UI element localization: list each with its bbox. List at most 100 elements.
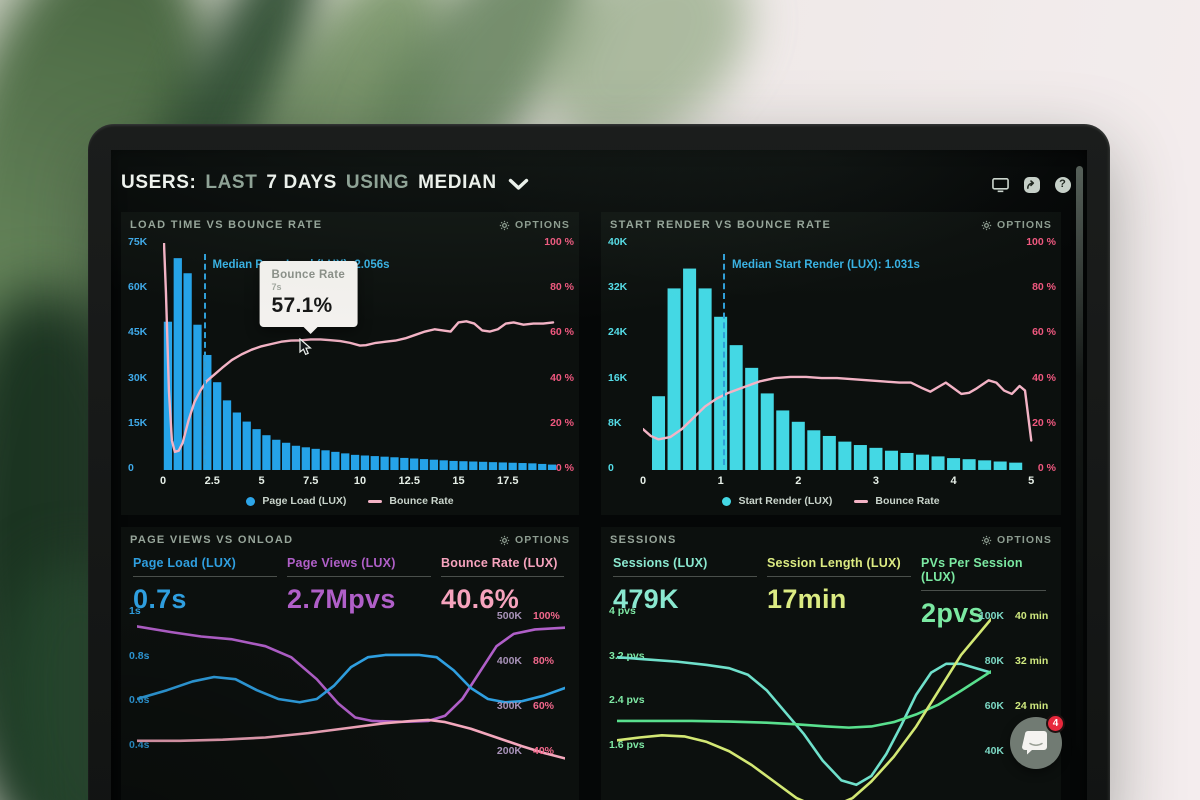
- axis-tick: 1s: [129, 605, 141, 617]
- x-tick: 4: [950, 475, 957, 487]
- metrics-row: Page Load (LUX) 0.7s Page Views (LUX) 2.…: [133, 556, 573, 615]
- axis-tick: 8K: [608, 416, 622, 429]
- y-axis-right-row: 200K 40%: [490, 745, 575, 757]
- axis-tick: 80 %: [1032, 281, 1056, 294]
- axis-tick: 20 %: [550, 416, 574, 429]
- axis-tick: 80%: [533, 655, 555, 667]
- axis-tick: 0.8s: [129, 649, 150, 662]
- x-tick: 5: [258, 475, 265, 487]
- chat-unread-badge: 4: [1046, 714, 1065, 733]
- x-tick: 5: [1028, 475, 1035, 487]
- chart-plot[interactable]: [137, 600, 565, 800]
- options-button[interactable]: OPTIONS: [981, 534, 1052, 546]
- legend-item[interactable]: Page Load (LUX): [246, 495, 346, 507]
- panel-title: PAGE VIEWS VS ONLOAD: [130, 534, 294, 546]
- y-axis-right-row: 500K 100%: [490, 610, 575, 622]
- title-word: MEDIAN: [418, 172, 497, 193]
- metric: Session Length (LUX) 17min: [767, 556, 920, 629]
- axis-tick: 75K: [128, 236, 148, 248]
- scrollbar[interactable]: [1076, 166, 1083, 766]
- help-icon[interactable]: ?: [1054, 176, 1071, 193]
- chat-widget-button[interactable]: 4: [1010, 714, 1065, 769]
- axis-tick: 24 min: [1015, 700, 1049, 712]
- legend-swatch: [246, 496, 256, 506]
- title-word: USING: [345, 172, 410, 193]
- gear-icon: [981, 220, 992, 230]
- legend-swatch: [854, 499, 869, 503]
- legend-item[interactable]: Start Render (LUX): [722, 495, 832, 507]
- axis-tick: 300K: [496, 700, 522, 712]
- chevron-down-icon: [508, 178, 528, 190]
- metric: Sessions (LUX) 479K: [613, 556, 766, 629]
- axis-tick: 100%: [533, 610, 560, 622]
- y-axis-right-row: 40K: [972, 745, 1057, 757]
- metric: Page Views (LUX) 2.7Mpvs: [287, 556, 440, 615]
- median-line: [723, 254, 726, 466]
- axis-tick: 60K: [984, 700, 1004, 712]
- options-button[interactable]: OPTIONS: [981, 219, 1052, 231]
- x-tick: 0: [159, 475, 167, 487]
- gear-icon: [499, 535, 510, 545]
- metric: Bounce Rate (LUX) 40.6%: [441, 556, 572, 615]
- axis-tick: 40K: [608, 236, 628, 248]
- metric: PVs Per Session (LUX) 2pvs: [921, 556, 1054, 629]
- share-icon[interactable]: [1023, 176, 1040, 193]
- title-word: USERS:: [121, 172, 197, 193]
- chart-svg: [617, 600, 991, 800]
- metrics-row: Sessions (LUX) 479K Session Length (LUX)…: [613, 556, 1055, 629]
- dashboard-screen: USERS: LAST 7 DAYS USING MEDIAN ? LOAD TIME …: [111, 150, 1087, 800]
- chat-bubble-icon: [1022, 730, 1047, 754]
- options-button[interactable]: OPTIONS: [499, 534, 570, 546]
- chart-plot[interactable]: Median Start Render (LUX): 1.031s: [643, 243, 1039, 470]
- axis-tick: 16K: [608, 371, 628, 384]
- y-axis-right: 100 % 80 % 60 % 40 % 20 % 0 %: [1026, 236, 1056, 474]
- axis-tick: 24K: [608, 326, 628, 339]
- chart-svg: [163, 243, 557, 470]
- x-tick: 0: [639, 475, 647, 487]
- x-tick: 3: [872, 475, 879, 487]
- legend: Start Render (LUX) Bounce Rate: [601, 495, 1061, 507]
- axis-tick: 100 %: [544, 236, 574, 248]
- legend-item[interactable]: Bounce Rate: [368, 495, 454, 507]
- legend-swatch: [722, 496, 732, 506]
- report-title-dropdown[interactable]: USERS: LAST 7 DAYS USING MEDIAN: [121, 172, 529, 194]
- axis-tick: 0 %: [555, 461, 574, 474]
- y-axis-left: 40K 32K 24K 16K 8K 0: [608, 236, 627, 474]
- axis-tick: 2.4 pvs: [609, 694, 645, 707]
- y-axis-right: 100K 40 min 80K 32 min 60K 24 min 40K: [972, 610, 1057, 757]
- chart-plot[interactable]: Median Page Load (LUX): 2.056s Bounce Ra…: [163, 243, 557, 470]
- panel-title: START RENDER VS BOUNCE RATE: [610, 219, 832, 231]
- axis-tick: 60%: [533, 700, 555, 712]
- panel-title: SESSIONS: [610, 534, 677, 546]
- axis-tick: 200K: [496, 745, 522, 757]
- chart-svg: [137, 600, 565, 800]
- axis-tick: 100 %: [1026, 236, 1056, 248]
- laptop-frame: USERS: LAST 7 DAYS USING MEDIAN ? LOAD TIME …: [88, 124, 1110, 800]
- axis-tick: 60 %: [550, 326, 574, 339]
- x-tick: 15: [452, 475, 465, 487]
- axis-tick: 0 %: [1037, 461, 1056, 474]
- options-button[interactable]: OPTIONS: [499, 219, 570, 231]
- axis-tick: 30K: [128, 371, 148, 384]
- legend-label: Bounce Rate: [875, 495, 940, 507]
- panel-page-views-vs-onload: PAGE VIEWS VS ONLOAD OPTIONS Page Load (…: [121, 527, 579, 800]
- y-axis-right-row: 60K 24 min: [972, 700, 1057, 712]
- chart-plot[interactable]: [617, 600, 991, 800]
- tooltip: Bounce Rate 7s 57.1%: [259, 260, 359, 334]
- x-tick: 17.5: [497, 475, 519, 487]
- axis-tick: 40 %: [550, 371, 574, 384]
- x-tick: 10: [353, 475, 367, 487]
- axis-tick: 40%: [533, 745, 555, 757]
- title-word: 7 DAYS: [266, 172, 337, 193]
- display-icon[interactable]: [992, 176, 1009, 193]
- axis-tick: 40K: [984, 745, 1004, 757]
- legend-swatch: [368, 499, 383, 503]
- axis-tick: 20 %: [1032, 416, 1056, 429]
- legend-item[interactable]: Bounce Rate: [854, 495, 940, 507]
- axis-tick: 4 pvs: [609, 605, 636, 617]
- y-axis-right-row: 100K 40 min: [972, 610, 1057, 622]
- mouse-cursor-icon: [299, 338, 312, 356]
- legend-label: Start Render (LUX): [738, 495, 833, 507]
- y-axis-right-row: 80K 32 min: [972, 655, 1057, 667]
- axis-tick: 1.6 pvs: [609, 738, 645, 751]
